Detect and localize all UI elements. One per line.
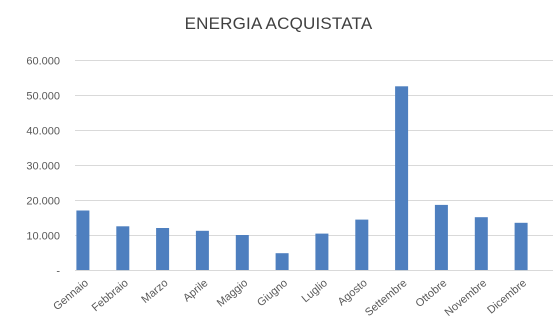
y-tick-label: 50.000	[26, 91, 60, 103]
bars	[76, 86, 528, 271]
x-tick-label: Maggio	[215, 277, 250, 309]
y-tick-label: 40.000	[26, 126, 60, 138]
x-tick-label: Dicembre	[485, 277, 529, 316]
x-tick-label: Aprile	[181, 277, 210, 304]
bar-novembre	[474, 217, 488, 270]
y-tick-label: 20.000	[26, 196, 60, 208]
y-tick-label: 10.000	[26, 231, 60, 243]
x-tick-label: Febbraio	[90, 277, 131, 314]
y-tick-label: 60.000	[26, 56, 60, 68]
x-tick-label: Marzo	[139, 277, 170, 306]
bar-giugno	[275, 253, 289, 270]
bar-ottobre	[434, 204, 448, 270]
bar-marzo	[156, 228, 170, 270]
x-tick-label: Ottobre	[414, 277, 450, 310]
y-tick-label: 30.000	[26, 161, 60, 173]
x-tick-label: Giugno	[255, 277, 290, 309]
y-tick-label: -	[56, 266, 60, 278]
bar-maggio	[235, 235, 249, 270]
bar-dicembre	[514, 222, 528, 271]
bar-agosto	[355, 219, 369, 270]
x-tick-label: Agosto	[336, 277, 370, 308]
bar-febbraio	[116, 226, 130, 271]
chart-title: ENERGIA ACQUISTATA	[184, 14, 373, 33]
bar-aprile	[195, 230, 209, 270]
bar-luglio	[315, 233, 329, 270]
x-tick-label: Gennaio	[51, 277, 91, 313]
x-tick-label: Novembre	[443, 277, 490, 319]
bar-settembre	[395, 86, 409, 271]
bar-gennaio	[76, 210, 90, 270]
x-tick-label: Settembre	[363, 277, 410, 319]
x-tick-label: Luglio	[300, 277, 330, 305]
y-axis-ticks: - 10.000 20.000 30.000 40.000 50.000 60.000	[26, 56, 60, 278]
gridlines	[75, 60, 553, 271]
